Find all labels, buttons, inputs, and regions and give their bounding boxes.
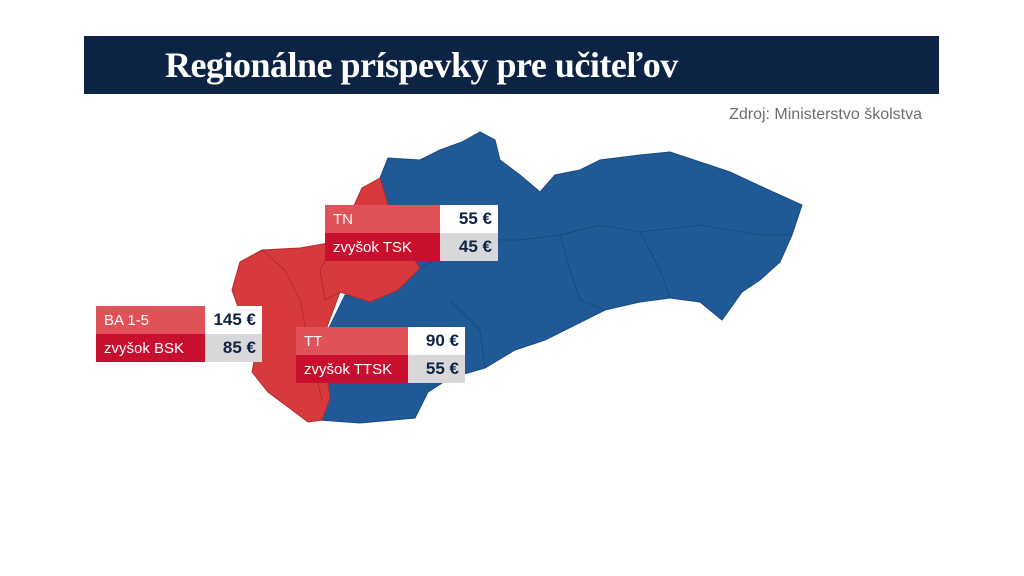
region-label: zvyšok TTSK [296,355,408,383]
source: Zdroj: Ministerstvo školstva [729,106,922,123]
region-value: 85 € [205,334,262,362]
label-row: zvyšok BSK 85 € [96,334,262,362]
region-value: 145 € [205,306,262,334]
region-blue-borders [419,224,792,369]
region-value: 45 € [440,233,498,261]
label-row: TN 55 € [325,205,498,233]
label-box: TT 90 € zvyšok TTSK 55 € [296,327,465,383]
region-value: 55 € [408,355,465,383]
label-row: BA 1-5 145 € [96,306,262,334]
label-row: TT 90 € [296,327,465,355]
region-label: TN [325,205,440,233]
region-value: 90 € [408,327,465,355]
region-label: zvyšok BSK [96,334,205,362]
region-value: 55 € [440,205,498,233]
title: Regionálne príspevky pre učiteľov [165,45,678,85]
region-label: BA 1-5 [96,306,205,334]
label-box: TN 55 € zvyšok TSK 45 € [325,205,498,261]
label-row: zvyšok TTSK 55 € [296,355,465,383]
region-label: zvyšok TSK [325,233,440,261]
region-label: TT [296,327,408,355]
title-bar: Regionálne príspevky pre učiteľov [84,36,939,94]
label-box: BA 1-5 145 € zvyšok BSK 85 € [96,306,262,362]
label-row: zvyšok TSK 45 € [325,233,498,261]
